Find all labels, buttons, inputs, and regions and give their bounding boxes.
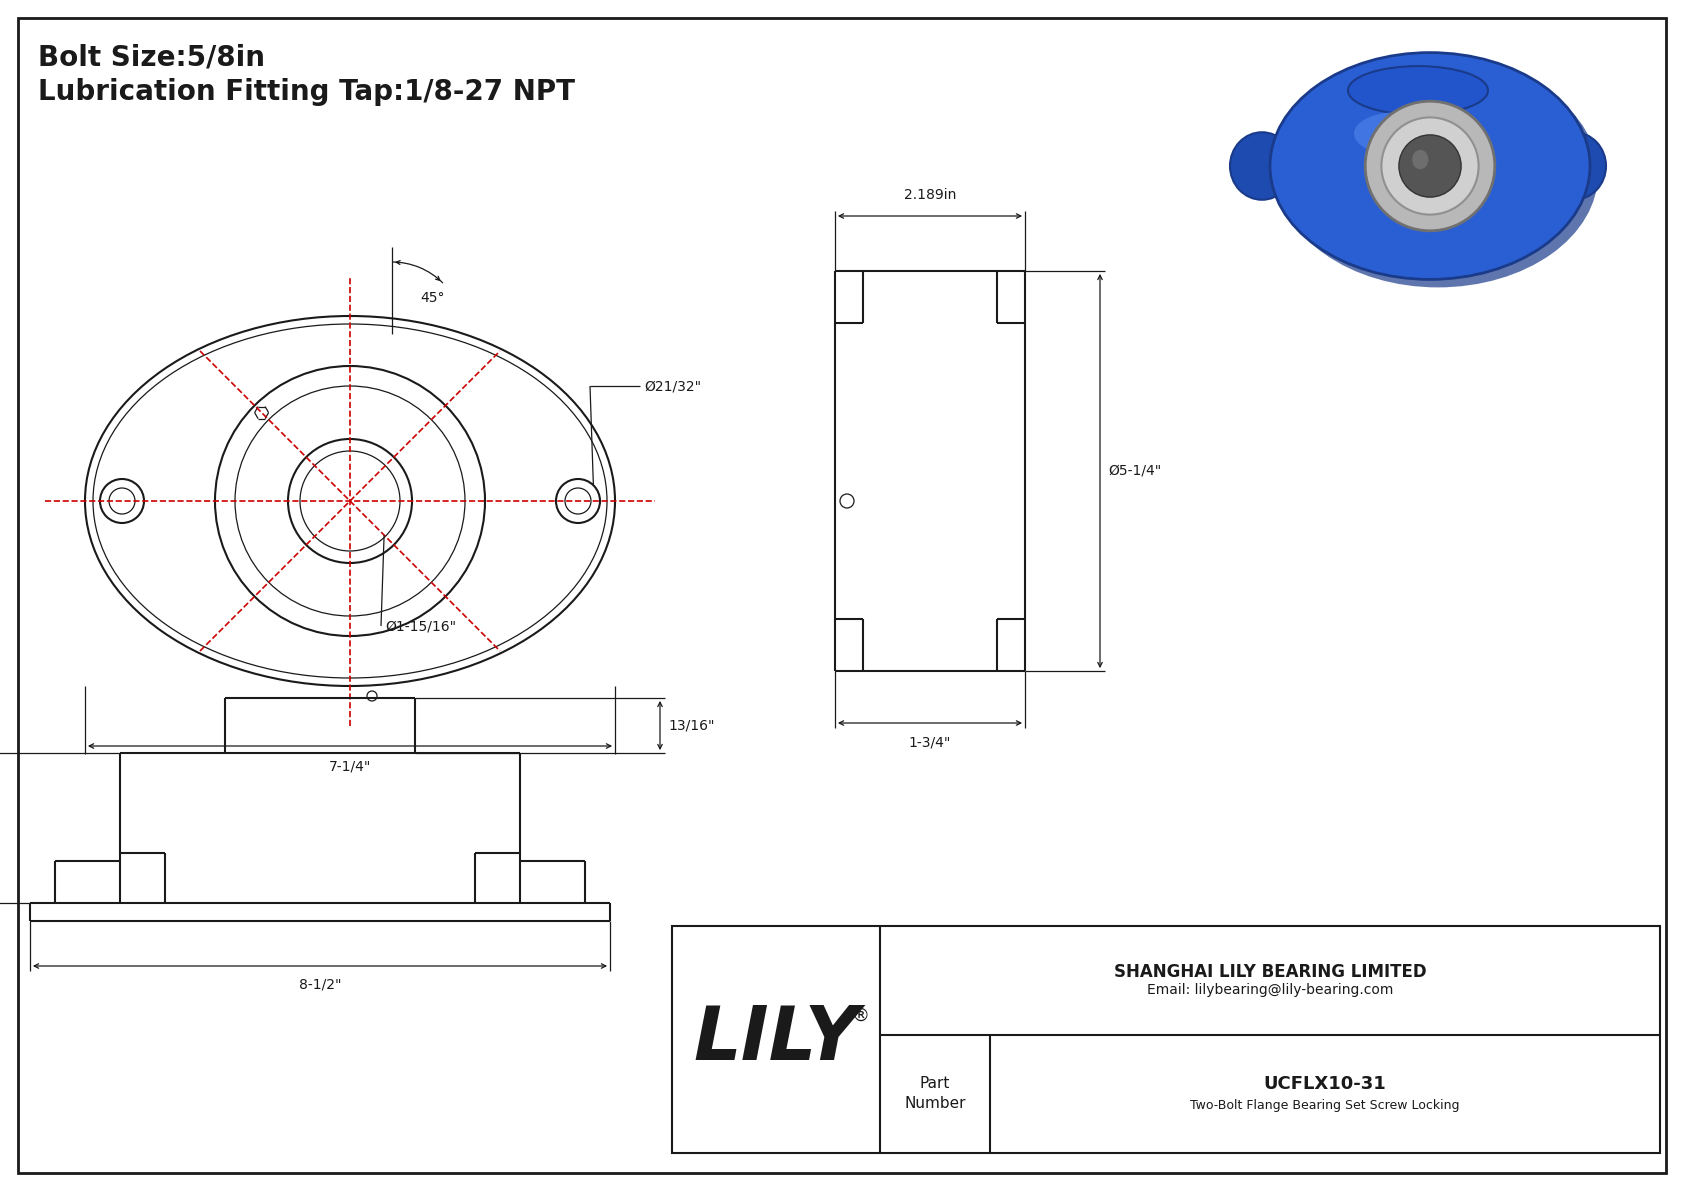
- Circle shape: [1399, 135, 1462, 197]
- Text: 8-1/2": 8-1/2": [298, 978, 342, 992]
- Text: Lubrication Fitting Tap:1/8-27 NPT: Lubrication Fitting Tap:1/8-27 NPT: [39, 77, 574, 106]
- Ellipse shape: [1354, 112, 1442, 155]
- Ellipse shape: [1278, 61, 1598, 287]
- Circle shape: [1381, 118, 1479, 214]
- Text: LILY: LILY: [694, 1003, 859, 1075]
- Circle shape: [1366, 101, 1495, 231]
- Text: 13/16": 13/16": [669, 718, 714, 732]
- Text: Ø21/32": Ø21/32": [643, 379, 701, 393]
- Bar: [672, 925, 1660, 1153]
- Text: Ø1-15/16": Ø1-15/16": [386, 619, 456, 632]
- Ellipse shape: [1270, 52, 1590, 280]
- Ellipse shape: [1347, 66, 1489, 114]
- Text: 45°: 45°: [419, 291, 445, 305]
- Text: Two-Bolt Flange Bearing Set Screw Locking: Two-Bolt Flange Bearing Set Screw Lockin…: [1191, 1099, 1460, 1112]
- Text: Email: lilybearing@lily-bearing.com: Email: lilybearing@lily-bearing.com: [1147, 984, 1393, 997]
- Text: SHANGHAI LILY BEARING LIMITED: SHANGHAI LILY BEARING LIMITED: [1113, 964, 1426, 981]
- Text: Part
Number: Part Number: [904, 1077, 965, 1111]
- Ellipse shape: [1413, 150, 1428, 169]
- Text: 2.189in: 2.189in: [904, 188, 957, 202]
- Text: UCFLX10-31: UCFLX10-31: [1263, 1074, 1386, 1093]
- Text: 1-3/4": 1-3/4": [909, 735, 951, 749]
- Text: Ø5-1/4": Ø5-1/4": [1108, 464, 1162, 478]
- Ellipse shape: [1543, 132, 1607, 200]
- Text: ®: ®: [852, 1006, 871, 1024]
- Text: Bolt Size:5/8in: Bolt Size:5/8in: [39, 43, 264, 71]
- Text: 7-1/4": 7-1/4": [328, 760, 370, 774]
- Ellipse shape: [1229, 132, 1293, 200]
